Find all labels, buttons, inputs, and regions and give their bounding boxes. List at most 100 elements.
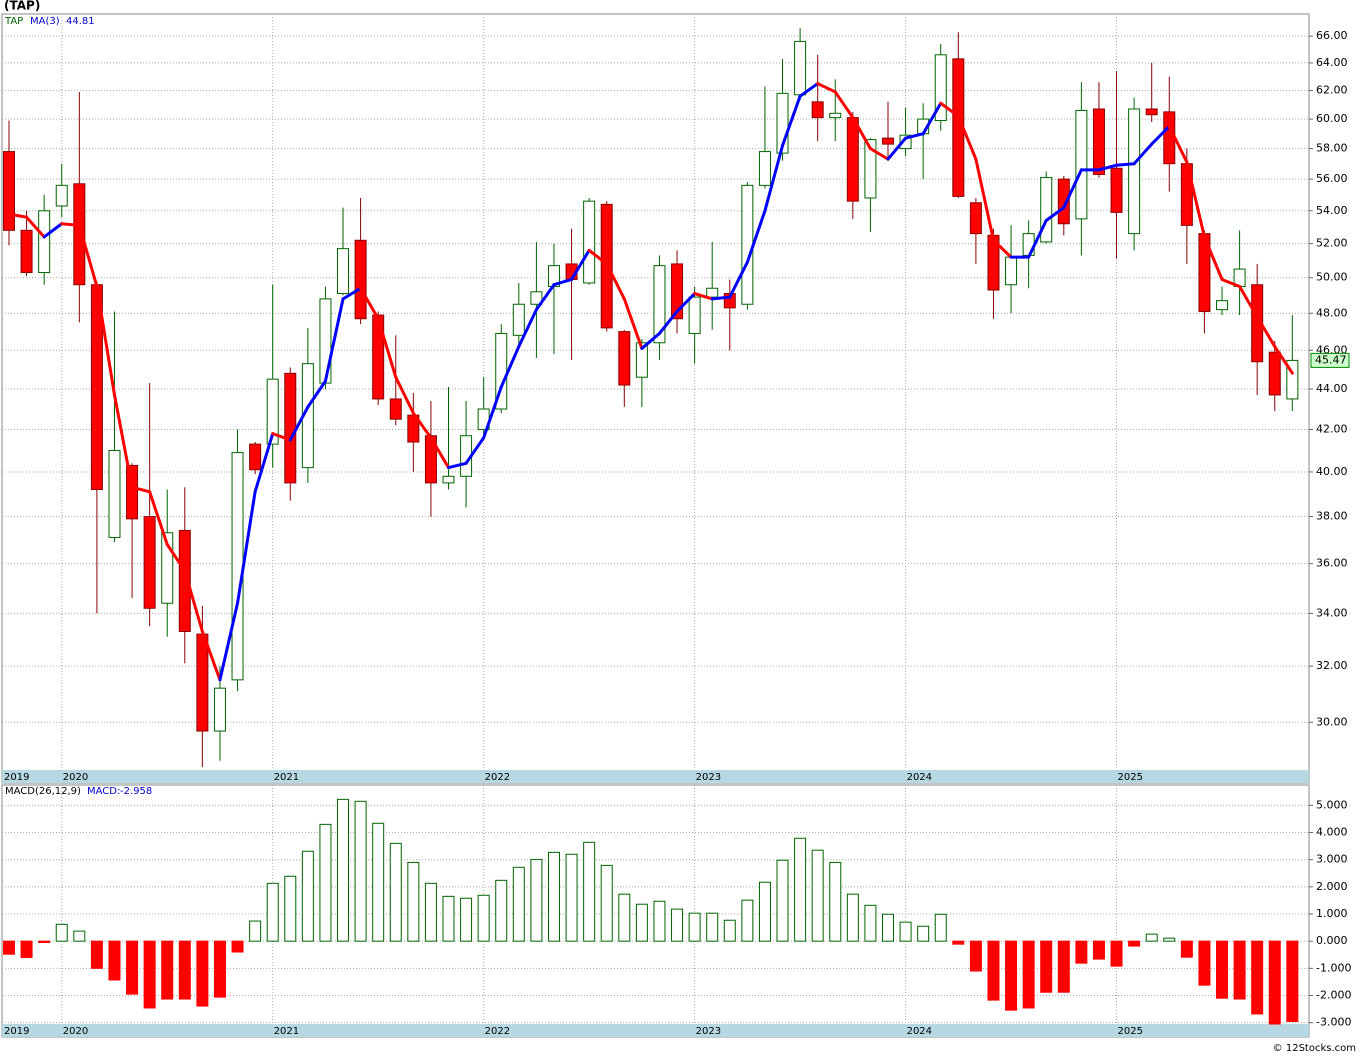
candle-body	[741, 184, 754, 305]
candle-body	[442, 475, 455, 484]
macd-bar	[231, 940, 244, 953]
ma-segment	[499, 345, 521, 389]
y-tick-label: 62.00	[1316, 84, 1348, 97]
candle-body	[1128, 108, 1141, 235]
macd-bar	[1198, 940, 1211, 986]
macd-bar	[723, 919, 736, 942]
ma-segment	[886, 136, 908, 161]
y-tick-label: 40.00	[1316, 465, 1348, 478]
macd-bar	[1110, 940, 1123, 967]
macd-bar	[3, 940, 15, 955]
ma-segment	[464, 436, 486, 465]
last-price-box	[1310, 352, 1350, 368]
macd-bar	[1286, 940, 1299, 1023]
macd-bar	[776, 859, 789, 942]
y-tick-label: 32.00	[1316, 659, 1348, 672]
macd-bar	[126, 940, 139, 995]
macd-bar	[864, 904, 877, 942]
candle-body	[846, 117, 859, 202]
macd-bar	[319, 823, 332, 942]
macd-bar	[882, 913, 894, 942]
y-tick-label: 50.00	[1316, 271, 1348, 284]
candle-body	[38, 210, 51, 274]
macd-bar	[846, 893, 859, 942]
y-tick-label: 0.000	[1316, 934, 1348, 947]
macd-bar	[583, 841, 596, 942]
candle-body	[811, 101, 824, 119]
y-tick-label: 5.000	[1316, 798, 1348, 811]
ma-segment	[1150, 124, 1171, 146]
macd-bar	[1128, 940, 1141, 947]
y-tick-label: 1.000	[1316, 907, 1348, 920]
candle-body	[583, 200, 596, 284]
macd-title: MACD(26,12,9)	[5, 786, 81, 797]
ma-segment	[288, 405, 310, 442]
y-tick-label: 3.000	[1316, 853, 1348, 866]
x-tick-label: 2019	[4, 772, 29, 783]
y-tick-label: -1.000	[1316, 961, 1351, 974]
macd-bar	[671, 908, 684, 942]
candle-body	[512, 303, 525, 336]
y-tick-label: 58.00	[1316, 142, 1348, 155]
ma-segment	[165, 543, 187, 573]
ma-segment	[148, 490, 169, 547]
macd-bar	[1145, 933, 1158, 942]
macd-bar	[688, 912, 701, 942]
ma-segment	[605, 262, 626, 301]
macd-bar	[442, 895, 455, 942]
ma-segment	[1115, 162, 1136, 167]
candle-body	[882, 137, 894, 145]
x-tick-label: 2025	[1118, 1026, 1143, 1037]
macd-bar	[266, 882, 279, 942]
macd-value: -2.958	[120, 786, 152, 797]
ma-segment	[1255, 315, 1277, 349]
candle-body	[108, 449, 121, 538]
ma-segment	[974, 157, 995, 242]
ma-segment	[130, 485, 152, 494]
ma-segment	[939, 101, 960, 118]
y-tick-label: -3.000	[1316, 1016, 1351, 1029]
x-tick-label: 2021	[274, 1026, 299, 1037]
y-tick-label: 66.00	[1316, 29, 1348, 42]
ma-segment	[622, 297, 644, 350]
x-tick-label: 2020	[63, 1026, 88, 1037]
ma-segment	[1132, 142, 1154, 166]
candle-body	[688, 296, 701, 334]
candle-body	[231, 452, 244, 681]
candle-body	[1075, 109, 1088, 220]
candle-body	[653, 265, 666, 344]
ma-segment	[675, 292, 697, 313]
ma-segment	[640, 331, 661, 350]
candle-body	[143, 516, 156, 609]
candle-body	[899, 134, 912, 150]
macd-bar	[969, 940, 982, 972]
ma-segment	[798, 82, 820, 98]
candle-body	[319, 298, 332, 384]
macd-bar	[337, 798, 350, 942]
date-strip	[2, 770, 1309, 783]
candle-body	[671, 263, 684, 320]
candle-body	[1005, 256, 1018, 286]
candle-body	[354, 239, 367, 320]
macd-bar	[794, 837, 807, 942]
x-tick-label: 2024	[907, 1026, 932, 1037]
candle-body	[55, 184, 68, 207]
x-tick-label: 2025	[1118, 772, 1143, 783]
macd-bar	[1075, 940, 1088, 964]
macd-bar	[917, 925, 930, 942]
x-tick-label: 2023	[696, 1026, 721, 1037]
ma-segment	[253, 432, 275, 494]
ma-segment	[868, 147, 890, 161]
ma-segment	[482, 385, 503, 440]
footer: © 12Stocks.com	[1273, 1043, 1356, 1054]
macd-bar	[372, 822, 385, 942]
candle-body	[1040, 177, 1053, 243]
y-tick-label: 44.00	[1316, 382, 1348, 395]
candle-body	[266, 378, 279, 445]
x-tick-label: 2022	[485, 1026, 510, 1037]
ma-segment	[1044, 206, 1066, 222]
x-tick-label: 2024	[907, 772, 932, 783]
candle-body	[73, 183, 86, 286]
macd-bar	[20, 940, 33, 958]
y-tick-label: 56.00	[1316, 172, 1348, 185]
